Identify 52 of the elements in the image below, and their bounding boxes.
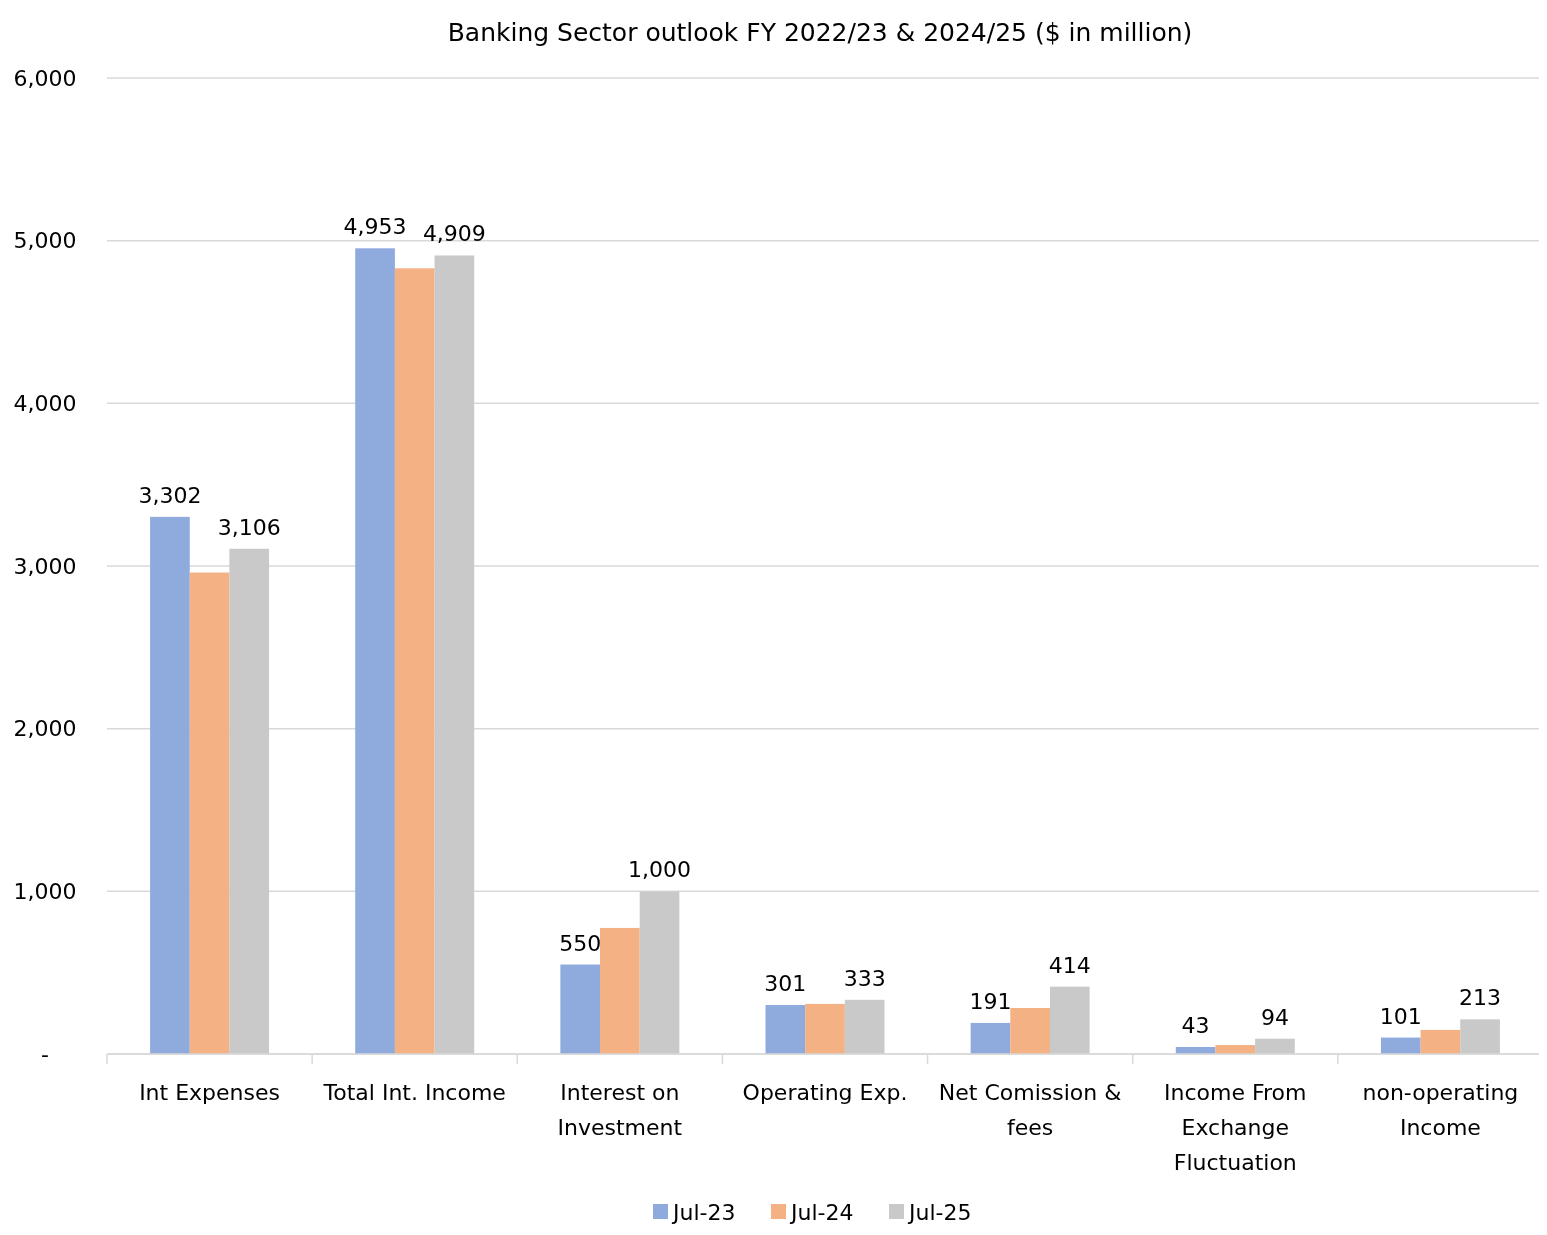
- bar: [1255, 1038, 1295, 1054]
- x-tick-label: Total Int. Income: [322, 1080, 506, 1105]
- data-label: 550: [559, 930, 602, 956]
- y-tick-label: 6,000: [13, 65, 77, 91]
- bar: [1049, 986, 1090, 1054]
- bar: [765, 1005, 806, 1054]
- bar: [970, 1022, 1011, 1054]
- legend-label: Jul-23: [671, 1199, 736, 1225]
- bar: [844, 999, 885, 1054]
- y-tick-label: 3,000: [13, 553, 77, 579]
- bar: [1460, 1019, 1500, 1054]
- bar: [1420, 1029, 1461, 1054]
- legend-label: Jul-25: [907, 1199, 972, 1225]
- y-tick-label: 1,000: [13, 879, 77, 905]
- x-tick-label: Interest on Investment: [557, 1080, 683, 1140]
- bar: [1215, 1045, 1256, 1054]
- data-label: 43: [1181, 1013, 1210, 1039]
- legend-label: Jul-24: [789, 1199, 854, 1225]
- bar: [639, 891, 680, 1054]
- x-tick-label: Income From Exchange Fluctuation: [1164, 1080, 1307, 1175]
- bar: [560, 964, 601, 1054]
- data-label: 301: [764, 971, 807, 997]
- data-label: 3,106: [217, 514, 281, 540]
- data-label: 414: [1048, 952, 1091, 978]
- data-label: 333: [843, 965, 886, 991]
- x-tick-label: Operating Exp.: [742, 1080, 908, 1105]
- bar: [805, 1003, 845, 1054]
- chart-title: Banking Sector outlook FY 2022/23 & 2024/25 ($ in million): [447, 18, 1193, 47]
- data-label: 94: [1260, 1004, 1289, 1030]
- x-tick-label: Int Expenses: [139, 1080, 281, 1105]
- bar: [189, 572, 230, 1054]
- bar: [1010, 1007, 1050, 1054]
- y-tick-label: 2,000: [13, 716, 77, 742]
- data-label: 1,000: [628, 857, 692, 883]
- bar: [150, 516, 190, 1054]
- x-tick-label: Net Comission & fees: [938, 1080, 1122, 1140]
- bar: [600, 927, 640, 1054]
- data-label: 4,953: [343, 214, 407, 240]
- data-label: 101: [1379, 1003, 1422, 1029]
- bar: [394, 268, 435, 1054]
- bar: [1380, 1037, 1421, 1054]
- data-label: 3,302: [138, 482, 202, 508]
- data-label: 191: [969, 988, 1012, 1014]
- x-tick-label: non-operating Income: [1362, 1080, 1519, 1140]
- bar: [229, 548, 270, 1054]
- y-tick-label: 5,000: [13, 228, 77, 254]
- bar: [434, 255, 475, 1054]
- y-tick-label: -: [41, 1041, 49, 1067]
- bar: [355, 248, 395, 1054]
- y-tick-label: 4,000: [13, 391, 77, 417]
- data-label: 213: [1459, 985, 1502, 1011]
- data-label: 4,909: [422, 221, 486, 247]
